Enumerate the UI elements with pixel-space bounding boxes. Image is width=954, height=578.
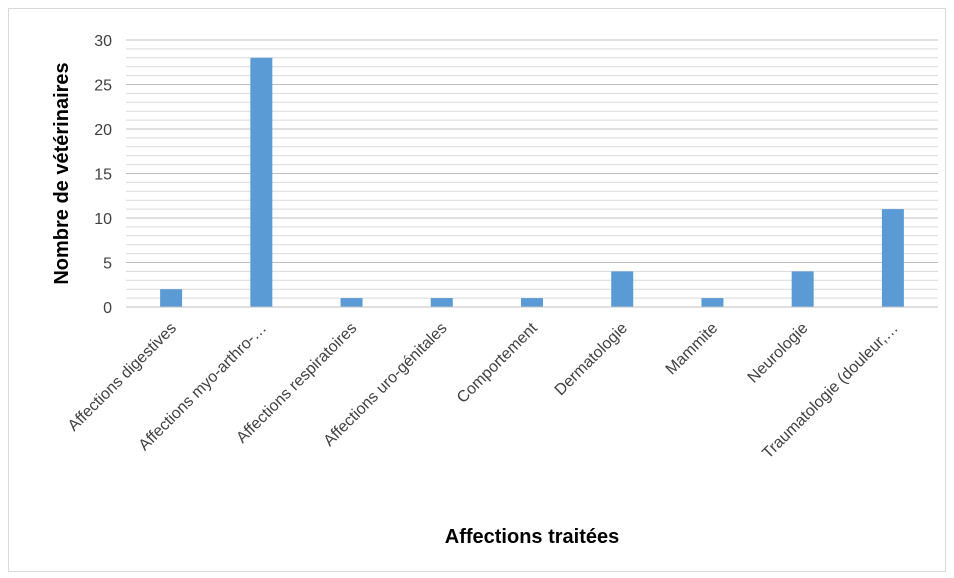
bar	[160, 289, 183, 307]
x-category-label: Dermatologie	[552, 320, 631, 399]
y-tick-label: 5	[103, 256, 112, 273]
x-axis-title: Affections traitées	[445, 526, 620, 548]
bar	[250, 57, 273, 307]
y-tick-label: 15	[94, 167, 112, 184]
bars	[160, 57, 904, 307]
x-category-label: Comportement	[454, 319, 541, 406]
y-axis-ticks: 0 5 10 15 20 25 30	[94, 33, 112, 317]
gridlines	[126, 39, 938, 299]
y-tick-label: 10	[94, 211, 112, 228]
bar	[340, 298, 363, 307]
bar	[881, 209, 904, 307]
y-tick-label: 0	[103, 300, 112, 317]
bar	[791, 271, 814, 307]
y-tick-label: 25	[94, 78, 112, 95]
bar	[521, 298, 543, 307]
bar	[701, 298, 724, 307]
x-category-label: Mammite	[663, 320, 722, 379]
y-tick-label: 30	[94, 33, 112, 50]
x-category-label: Neurologie	[745, 320, 812, 387]
bar	[611, 271, 634, 307]
y-axis-title: Nombre de vétérinaires	[51, 62, 73, 284]
bar	[430, 298, 453, 307]
y-tick-label: 20	[94, 122, 112, 139]
